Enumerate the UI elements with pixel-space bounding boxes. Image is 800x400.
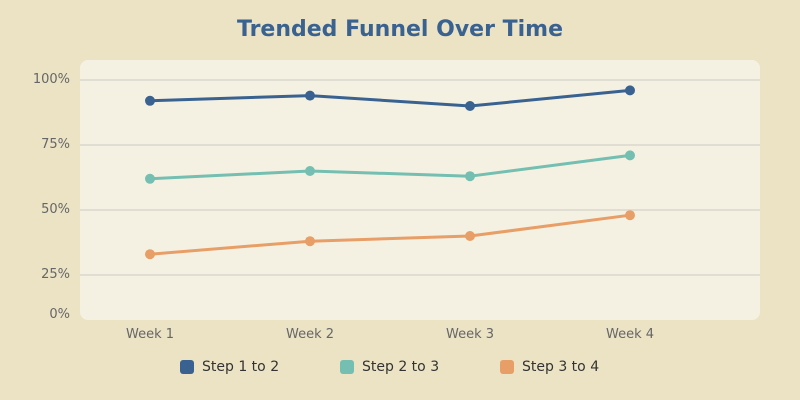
legend-item-step-3-to-4[interactable]: Step 3 to 4 bbox=[500, 359, 599, 375]
data-point[interactable] bbox=[305, 236, 315, 247]
y-tick-50: 50% bbox=[41, 202, 70, 217]
data-point[interactable] bbox=[145, 95, 155, 106]
chart-title: Trended Funnel Over Time bbox=[236, 17, 563, 42]
series-step-3-to-4 bbox=[145, 210, 635, 260]
y-tick-100: 100% bbox=[32, 72, 70, 87]
series-line bbox=[149, 213, 631, 256]
data-point[interactable] bbox=[305, 166, 315, 176]
series-step-1-to-2 bbox=[145, 85, 635, 111]
data-point[interactable] bbox=[625, 150, 635, 161]
data-point[interactable] bbox=[465, 101, 475, 111]
gridlines bbox=[80, 79, 760, 276]
data-point[interactable] bbox=[465, 171, 475, 182]
y-tick-25: 25% bbox=[41, 267, 70, 282]
data-point[interactable] bbox=[625, 85, 635, 96]
series-step-2-to-3 bbox=[145, 150, 635, 184]
legend-swatch-icon bbox=[340, 360, 354, 374]
legend-swatch-icon bbox=[500, 360, 514, 374]
legend-label: Step 2 to 3 bbox=[362, 359, 440, 375]
y-tick-0: 0% bbox=[49, 307, 70, 322]
data-point[interactable] bbox=[305, 90, 315, 101]
x-tick-week-2: Week 2 bbox=[285, 327, 335, 342]
series-line bbox=[149, 88, 631, 108]
data-point[interactable] bbox=[145, 173, 155, 184]
x-tick-week-1: Week 1 bbox=[125, 327, 175, 342]
data-point[interactable] bbox=[145, 249, 155, 260]
y-tick-75: 75% bbox=[41, 137, 70, 152]
legend-item-step-1-to-2[interactable]: Step 1 to 2 bbox=[180, 359, 279, 375]
data-point[interactable] bbox=[465, 231, 475, 241]
legend-label: Step 1 to 2 bbox=[202, 359, 280, 375]
legend-item-step-2-to-3[interactable]: Step 2 to 3 bbox=[340, 359, 439, 375]
legend-label: Step 3 to 4 bbox=[522, 359, 600, 375]
x-tick-week-3: Week 3 bbox=[445, 327, 495, 342]
data-point[interactable] bbox=[625, 210, 635, 221]
legend-swatch-icon bbox=[180, 360, 194, 374]
x-tick-week-4: Week 4 bbox=[605, 327, 655, 342]
series-line bbox=[149, 153, 631, 181]
series-lines bbox=[145, 85, 635, 260]
